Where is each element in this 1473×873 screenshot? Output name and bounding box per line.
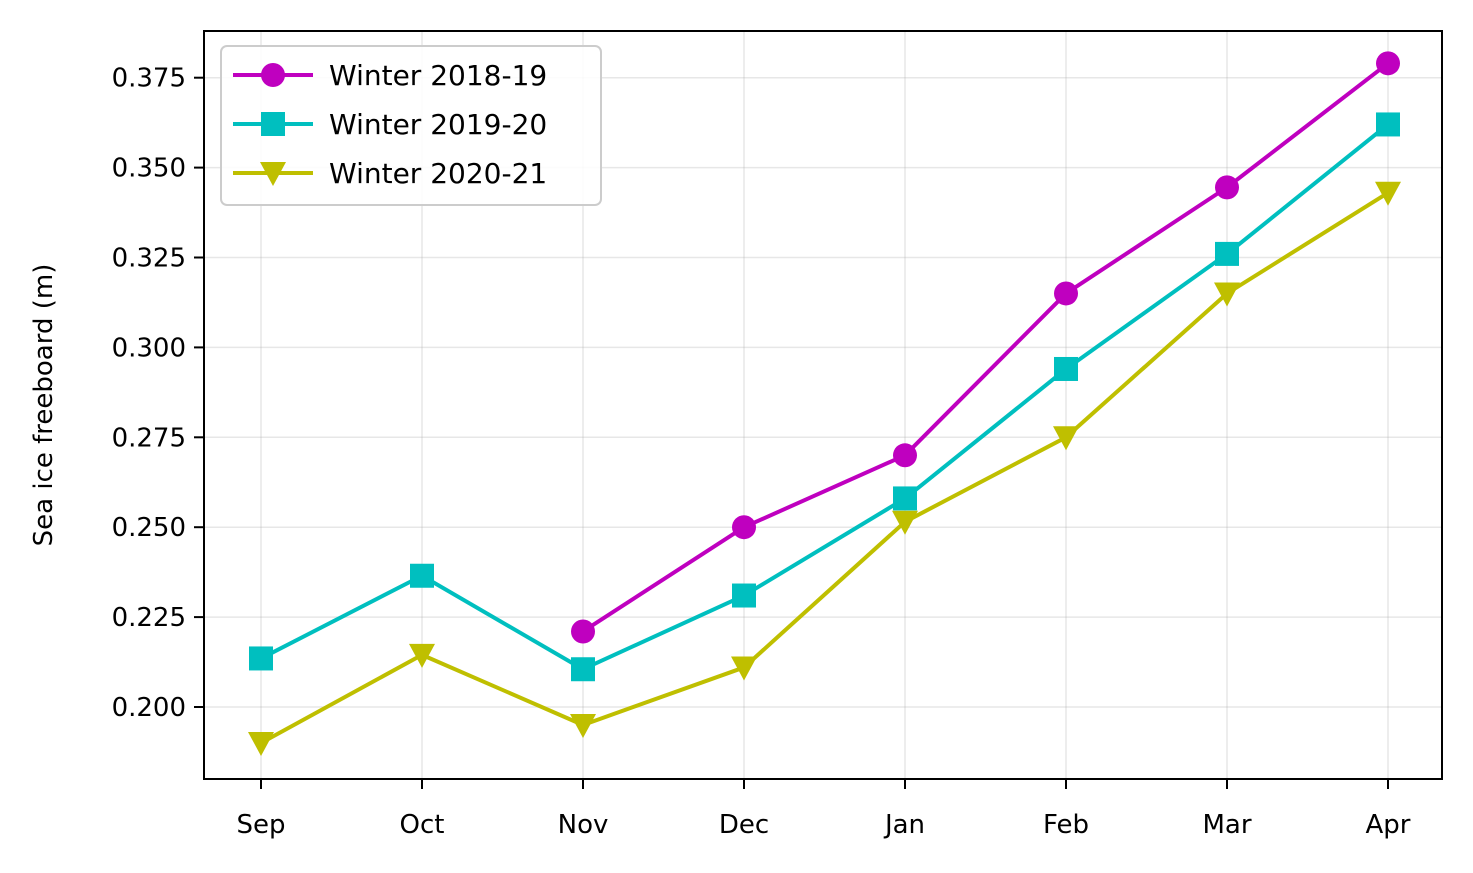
y-tick-label: 0.325 [112,244,186,274]
data-point [1376,112,1400,137]
x-tick-label: Nov [558,810,609,840]
series-line [581,61,1390,634]
series-lines [260,61,1390,745]
x-tick-label: Oct [400,810,445,840]
data-point [410,563,434,588]
x-axis: Sep Oct Nov Dec Jan Feb Mar Apr [236,779,1411,840]
x-tick-label: Jan [883,810,925,840]
data-point [1375,181,1401,206]
x-tick-label: Apr [1366,810,1411,840]
data-point [1214,282,1240,307]
data-point [1053,426,1079,451]
plot-frame [203,30,1443,780]
y-tick-label: 0.275 [112,423,186,453]
legend-label: Winter 2018-19 [329,59,547,92]
data-point [1215,241,1239,266]
y-tick-label: 0.225 [112,603,186,633]
y-tick-label: 0.200 [112,693,186,723]
x-tick-label: Dec [719,810,769,840]
legend-marker [260,162,286,186]
legend-label: Winter 2019-20 [329,108,547,141]
data-point [1054,356,1078,381]
series-markers [248,51,1401,756]
data-point [893,486,917,511]
y-axis-label: Sea ice freeboard (m) [29,264,59,547]
legend-marker [261,63,285,87]
data-point [1376,51,1400,76]
data-point [732,515,756,540]
data-point [570,713,596,738]
y-tick-label: 0.250 [112,513,186,543]
series-line [260,122,1390,672]
data-point [248,731,274,756]
data-point [893,443,917,468]
x-tick-label: Feb [1043,810,1089,840]
data-point [249,646,273,671]
data-point [731,656,757,681]
x-tick-label: Sep [236,810,285,840]
legend-frame [220,45,602,206]
data-point [1054,281,1078,306]
data-point [409,643,435,668]
y-tick-label: 0.375 [112,64,186,94]
series-line [260,191,1390,745]
data-point [732,583,756,608]
y-axis: 0.200 0.225 0.250 0.275 0.300 0.325 0.350 0.375 [112,64,204,723]
legend: Winter 2018-19 Winter 2019-20 Winter 2020-… [220,45,602,206]
legend-marker [261,112,285,136]
legend-label: Winter 2020-21 [329,157,547,190]
data-point [892,510,918,535]
data-point [571,657,595,682]
data-point [571,619,595,644]
data-point [1215,175,1239,200]
x-tick-label: Mar [1202,810,1251,840]
y-tick-label: 0.350 [112,154,186,184]
y-tick-label: 0.300 [112,333,186,363]
